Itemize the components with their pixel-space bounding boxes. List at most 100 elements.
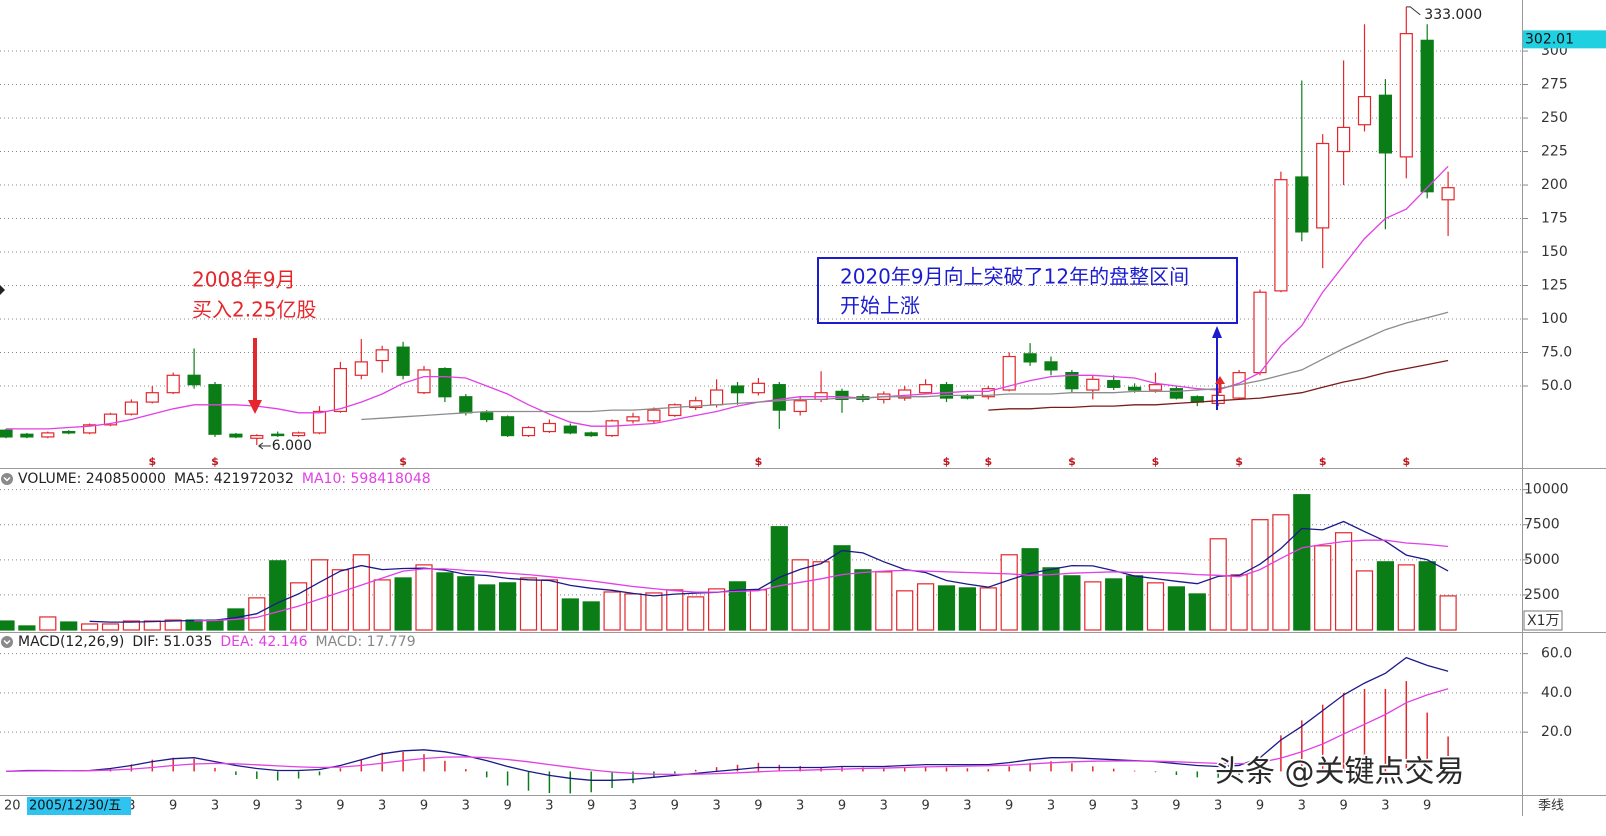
- candle-body: [1274, 179, 1288, 292]
- candle-body: [1148, 384, 1163, 391]
- y-tick-label: 60.0: [1541, 646, 1572, 662]
- y-tick-label: 50.0: [1541, 378, 1572, 394]
- candle-body: [271, 433, 285, 437]
- candle-body: [145, 392, 159, 403]
- candle-body: [1044, 361, 1058, 371]
- candle-body: [459, 396, 473, 414]
- x-tick-label: 3: [629, 799, 637, 814]
- y-tick-label: 225: [1541, 144, 1568, 160]
- candle-body: [647, 409, 661, 422]
- candle-body: [20, 433, 34, 438]
- volume-bar: [707, 588, 726, 631]
- collapse-icon[interactable]: [1, 473, 13, 485]
- volume-bar: [206, 619, 224, 631]
- x-tick-label: 9: [1005, 799, 1013, 814]
- x-tick-label: 3: [211, 799, 219, 814]
- dividend-marker: $: [1152, 455, 1160, 468]
- x-tick-label: 3: [796, 799, 804, 814]
- ma-line: [988, 359, 1449, 411]
- annotation: 开始上涨: [840, 294, 920, 318]
- x-tick-label: 3: [1130, 799, 1138, 814]
- candle-body: [1086, 378, 1100, 391]
- volume-bar: [352, 554, 370, 631]
- candle-body: [605, 420, 619, 437]
- volume-bar: [1397, 564, 1415, 631]
- candle-body: [1295, 176, 1309, 233]
- collapse-icon[interactable]: [1, 636, 13, 648]
- x-tick-label: 3: [1047, 799, 1055, 814]
- candle-body: [981, 388, 995, 398]
- volume-bar: [373, 579, 391, 631]
- y-tick-label: 5000: [1524, 552, 1560, 568]
- volume-bar: [666, 589, 684, 631]
- y-tick-label: 125: [1541, 278, 1568, 294]
- annotation: 2020年9月向上突破了12年的盘整区间: [840, 265, 1189, 289]
- volume-bar: [624, 593, 642, 631]
- volume-bar: [1063, 575, 1081, 631]
- annotation-arrow-head: [1212, 326, 1222, 338]
- x-tick-label: 3: [1214, 799, 1222, 814]
- volume-bar: [812, 561, 830, 631]
- candle-body: [1399, 33, 1413, 158]
- volume-bar: [519, 577, 538, 631]
- volume-bar: [1355, 570, 1374, 631]
- annotation-box: [817, 257, 1238, 324]
- candle-body: [793, 400, 807, 413]
- x-tick-label: 9: [420, 799, 428, 814]
- candle-body: [918, 384, 933, 394]
- candle-body: [1002, 355, 1016, 391]
- candle-body: [1107, 380, 1121, 388]
- volume-bar: [728, 581, 747, 631]
- candle-body: [208, 384, 222, 435]
- candle-body: [1065, 372, 1079, 390]
- candle-body: [292, 432, 306, 437]
- x-tick-label: 3: [378, 799, 386, 814]
- volume-bar: [39, 616, 57, 631]
- candle-body: [1420, 39, 1434, 193]
- dividend-marker: $: [1402, 455, 1410, 468]
- volume-bar: [1084, 581, 1102, 631]
- volume-bar: [1105, 578, 1123, 631]
- panel-header: MACD: 17.779: [315, 634, 415, 650]
- x-tick-label: 9: [253, 799, 261, 814]
- volume-bar: [749, 589, 768, 631]
- volume-bar: [101, 623, 120, 631]
- annotation: 2008年9月: [192, 268, 296, 292]
- candle-body: [417, 369, 431, 394]
- dividend-marker: $: [1319, 455, 1327, 468]
- volume-bar: [979, 587, 997, 631]
- volume-bar: [1021, 548, 1039, 631]
- volume-bar: [540, 579, 559, 631]
- dividend-marker: $: [984, 455, 992, 468]
- volume-bar: [60, 621, 78, 631]
- x-tick-label: 9: [169, 799, 177, 814]
- x-tick-label: 9: [336, 799, 344, 814]
- candle-body: [626, 416, 640, 422]
- high-label: 333.000: [1424, 7, 1482, 23]
- y-tick-label: 7500: [1524, 517, 1560, 533]
- volume-bar: [791, 559, 809, 631]
- volume-bar: [1251, 519, 1269, 631]
- ma-line: [194, 539, 1449, 622]
- candle-body: [1127, 386, 1142, 391]
- y-tick-label: 175: [1541, 211, 1568, 227]
- annotation: 买入2.25亿股: [192, 298, 317, 322]
- y-tick-label: 150: [1541, 244, 1568, 260]
- x-tick-label: 3: [1298, 799, 1306, 814]
- dividend-marker: $: [1068, 455, 1076, 468]
- candle-body: [187, 374, 201, 386]
- candle-body: [0, 429, 13, 438]
- x-tick-label: 9: [1423, 799, 1431, 814]
- candle-body: [82, 424, 97, 434]
- volume-bar: [833, 545, 851, 631]
- candle-body: [709, 389, 724, 406]
- volume-bar: [958, 587, 977, 631]
- volume-bar: [122, 620, 141, 631]
- panel-header: MA5: 421972032: [174, 471, 294, 487]
- candle-body: [166, 374, 180, 394]
- volume-bar: [687, 596, 705, 631]
- dividend-marker: $: [148, 455, 156, 468]
- volume-bar: [645, 592, 663, 631]
- dividend-marker: $: [755, 455, 763, 468]
- candle-body: [229, 433, 243, 438]
